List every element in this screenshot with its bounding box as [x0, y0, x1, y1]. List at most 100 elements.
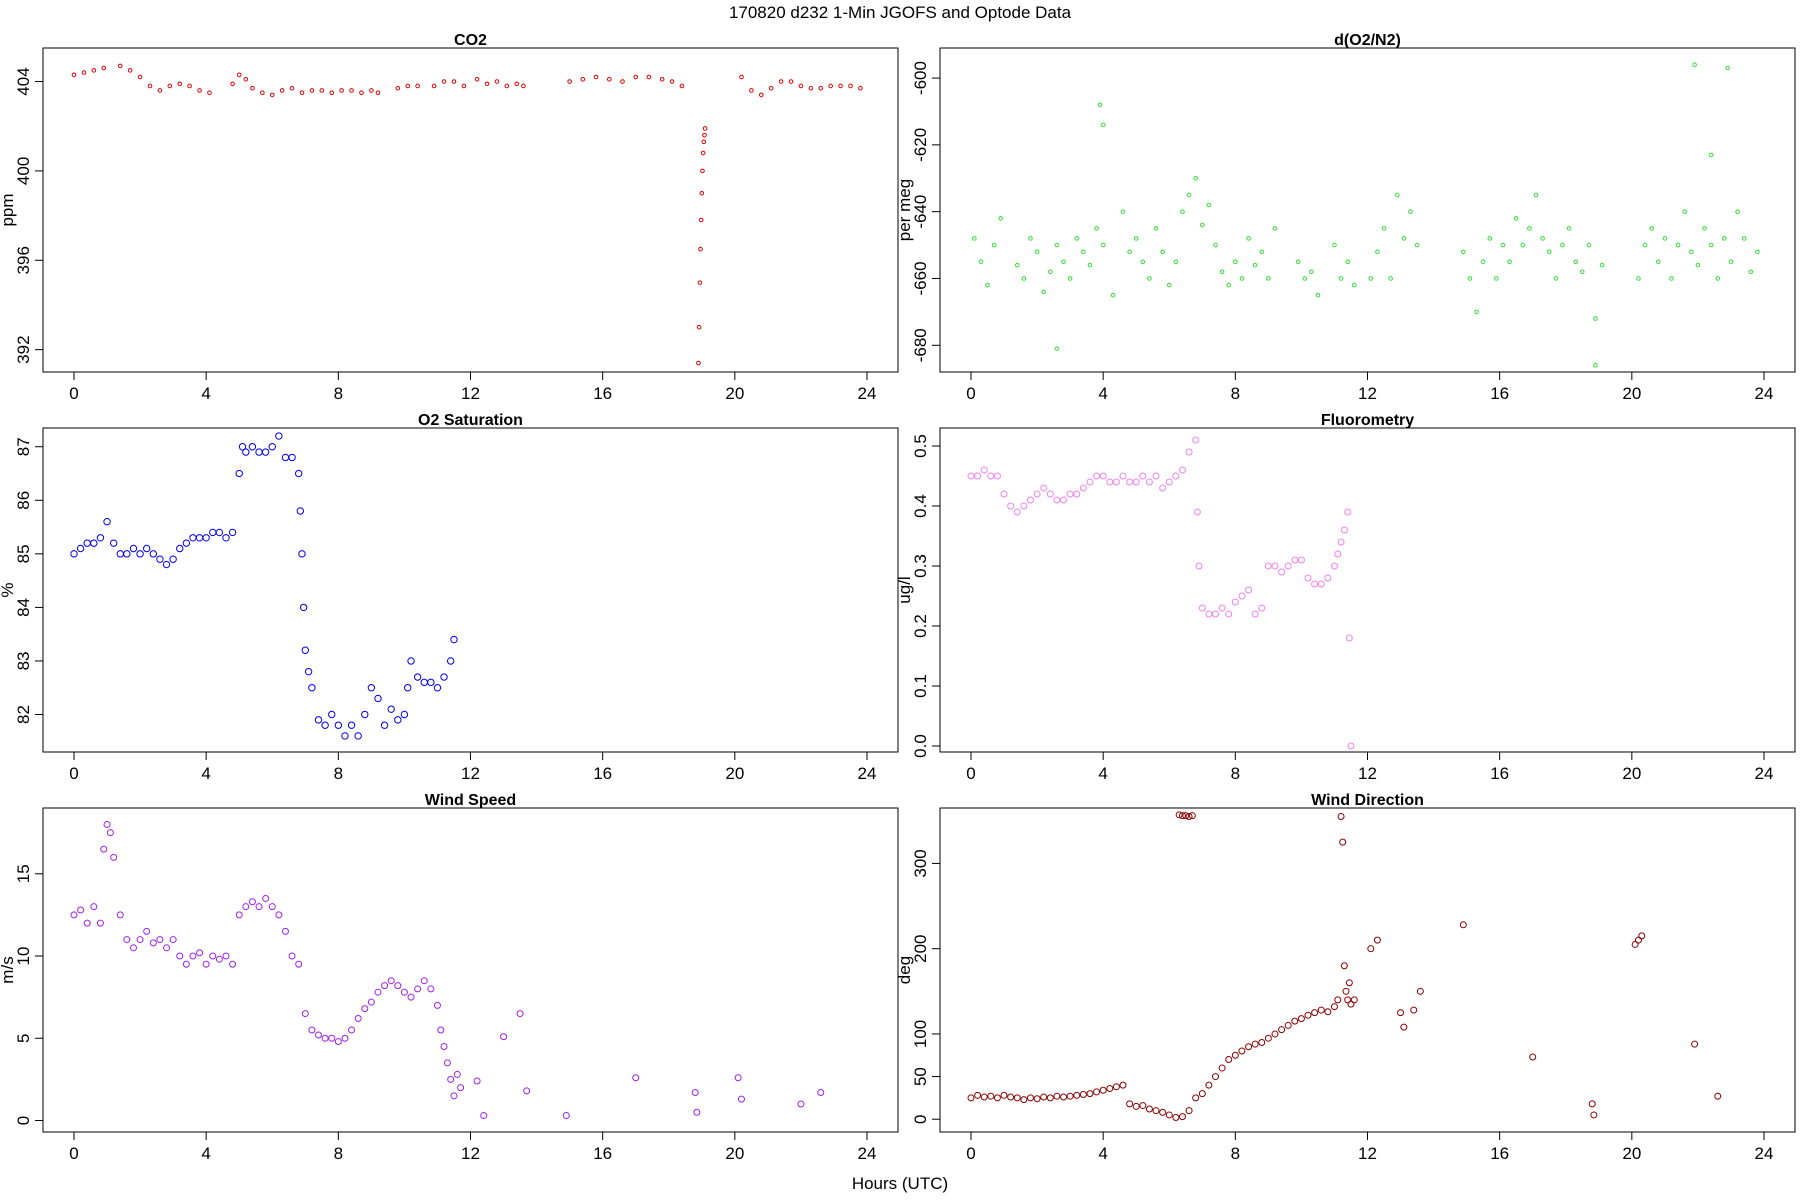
data-point: [1066, 1092, 1074, 1100]
data-point: [1271, 562, 1279, 570]
data-point: [163, 944, 171, 952]
data-point: [659, 76, 665, 82]
data-point: [222, 534, 230, 542]
data-point: [1026, 496, 1034, 504]
data-point: [1172, 472, 1180, 480]
data-point: [427, 678, 435, 687]
data-point: [1266, 276, 1271, 281]
data-point: [243, 76, 249, 82]
y-tick-label: 10: [14, 947, 33, 966]
data-point: [1112, 478, 1120, 486]
x-tick-label: 16: [593, 384, 612, 403]
data-point: [1573, 259, 1578, 265]
data-point: [187, 83, 192, 89]
data-point: [593, 74, 599, 80]
data-point: [1245, 1043, 1253, 1051]
data-point: [1459, 921, 1467, 929]
data-point: [700, 150, 706, 156]
data-point: [142, 544, 151, 553]
data-point: [1401, 236, 1407, 241]
data-point: [96, 534, 105, 542]
data-point: [1373, 936, 1381, 944]
data-point: [1205, 610, 1213, 618]
data-point: [238, 443, 247, 451]
data-point: [446, 657, 455, 665]
data-point: [315, 1031, 323, 1039]
x-tick-label: 20: [725, 384, 744, 403]
data-point: [1566, 226, 1572, 231]
data-point: [991, 242, 997, 248]
data-point: [367, 998, 375, 1006]
x-tick-label: 20: [1622, 764, 1641, 783]
data-point: [1722, 236, 1727, 241]
data-point: [504, 83, 510, 89]
data-point: [405, 83, 411, 89]
data-point: [480, 1112, 488, 1120]
data-point: [1304, 1011, 1312, 1019]
y-tick-label: 400: [14, 157, 33, 185]
data-point: [1100, 122, 1106, 128]
data-point: [394, 716, 402, 724]
data-point: [1040, 484, 1048, 492]
data-point: [83, 919, 91, 927]
data-point: [1258, 1038, 1266, 1046]
data-point: [1714, 1092, 1722, 1100]
data-point: [1086, 478, 1094, 486]
data-point: [1093, 1088, 1101, 1096]
x-tick-label: 16: [593, 764, 612, 783]
data-point: [1340, 526, 1348, 534]
data-point: [440, 673, 448, 681]
y-axis-label: m/s: [0, 956, 17, 983]
data-point: [993, 472, 1001, 480]
data-point: [169, 936, 177, 944]
data-point: [1231, 1051, 1239, 1059]
data-point: [361, 1005, 369, 1013]
data-point: [1178, 1113, 1186, 1121]
x-tick-label: 8: [334, 384, 343, 403]
data-point: [149, 550, 158, 558]
y-tick-label: 0.5: [911, 434, 930, 458]
data-point: [157, 88, 163, 93]
series-points: [972, 62, 1760, 368]
x-tick-label: 12: [461, 1144, 480, 1163]
data-point: [299, 90, 305, 95]
data-point: [734, 1074, 742, 1082]
data-point: [1178, 466, 1186, 474]
panel-0: CO2 0 4 8 12 16 20 24 392 396 400 404 ppm: [0, 32, 899, 403]
data-point: [1195, 562, 1203, 570]
data-point: [1579, 269, 1585, 275]
series-points: [71, 63, 863, 366]
y-tick-label: 84: [14, 598, 33, 617]
y-tick-label: -680: [911, 328, 930, 362]
data-point: [197, 88, 202, 93]
panel-5: Wind Direction 0 4 8 12 16 20 24 0 50 100 200 300 deg: [895, 792, 1796, 1163]
x-tick-label: 4: [1098, 764, 1107, 783]
data-point: [1347, 742, 1355, 750]
series-points: [967, 811, 1722, 1122]
data-point: [858, 85, 863, 91]
data-point: [1461, 249, 1466, 255]
data-point: [1252, 262, 1258, 268]
data-point: [296, 507, 305, 515]
data-point: [1086, 1090, 1094, 1098]
y-tick-label: 82: [14, 705, 33, 724]
data-point: [415, 83, 420, 89]
data-point: [1173, 259, 1179, 265]
data-point: [354, 1015, 362, 1023]
data-point: [620, 79, 625, 84]
data-point: [437, 1026, 445, 1034]
data-point: [669, 79, 675, 84]
x-tick-label: 16: [1490, 384, 1509, 403]
x-tick-label: 20: [1622, 1144, 1641, 1163]
data-point: [334, 721, 343, 729]
data-point: [1185, 813, 1193, 821]
data-point: [580, 76, 586, 82]
data-point: [70, 911, 78, 919]
data-point: [235, 469, 243, 478]
data-point: [137, 74, 143, 80]
data-point: [484, 81, 490, 87]
data-point: [1284, 1021, 1292, 1029]
data-point: [162, 560, 171, 569]
data-point: [1106, 478, 1114, 486]
data-point: [1388, 276, 1393, 281]
